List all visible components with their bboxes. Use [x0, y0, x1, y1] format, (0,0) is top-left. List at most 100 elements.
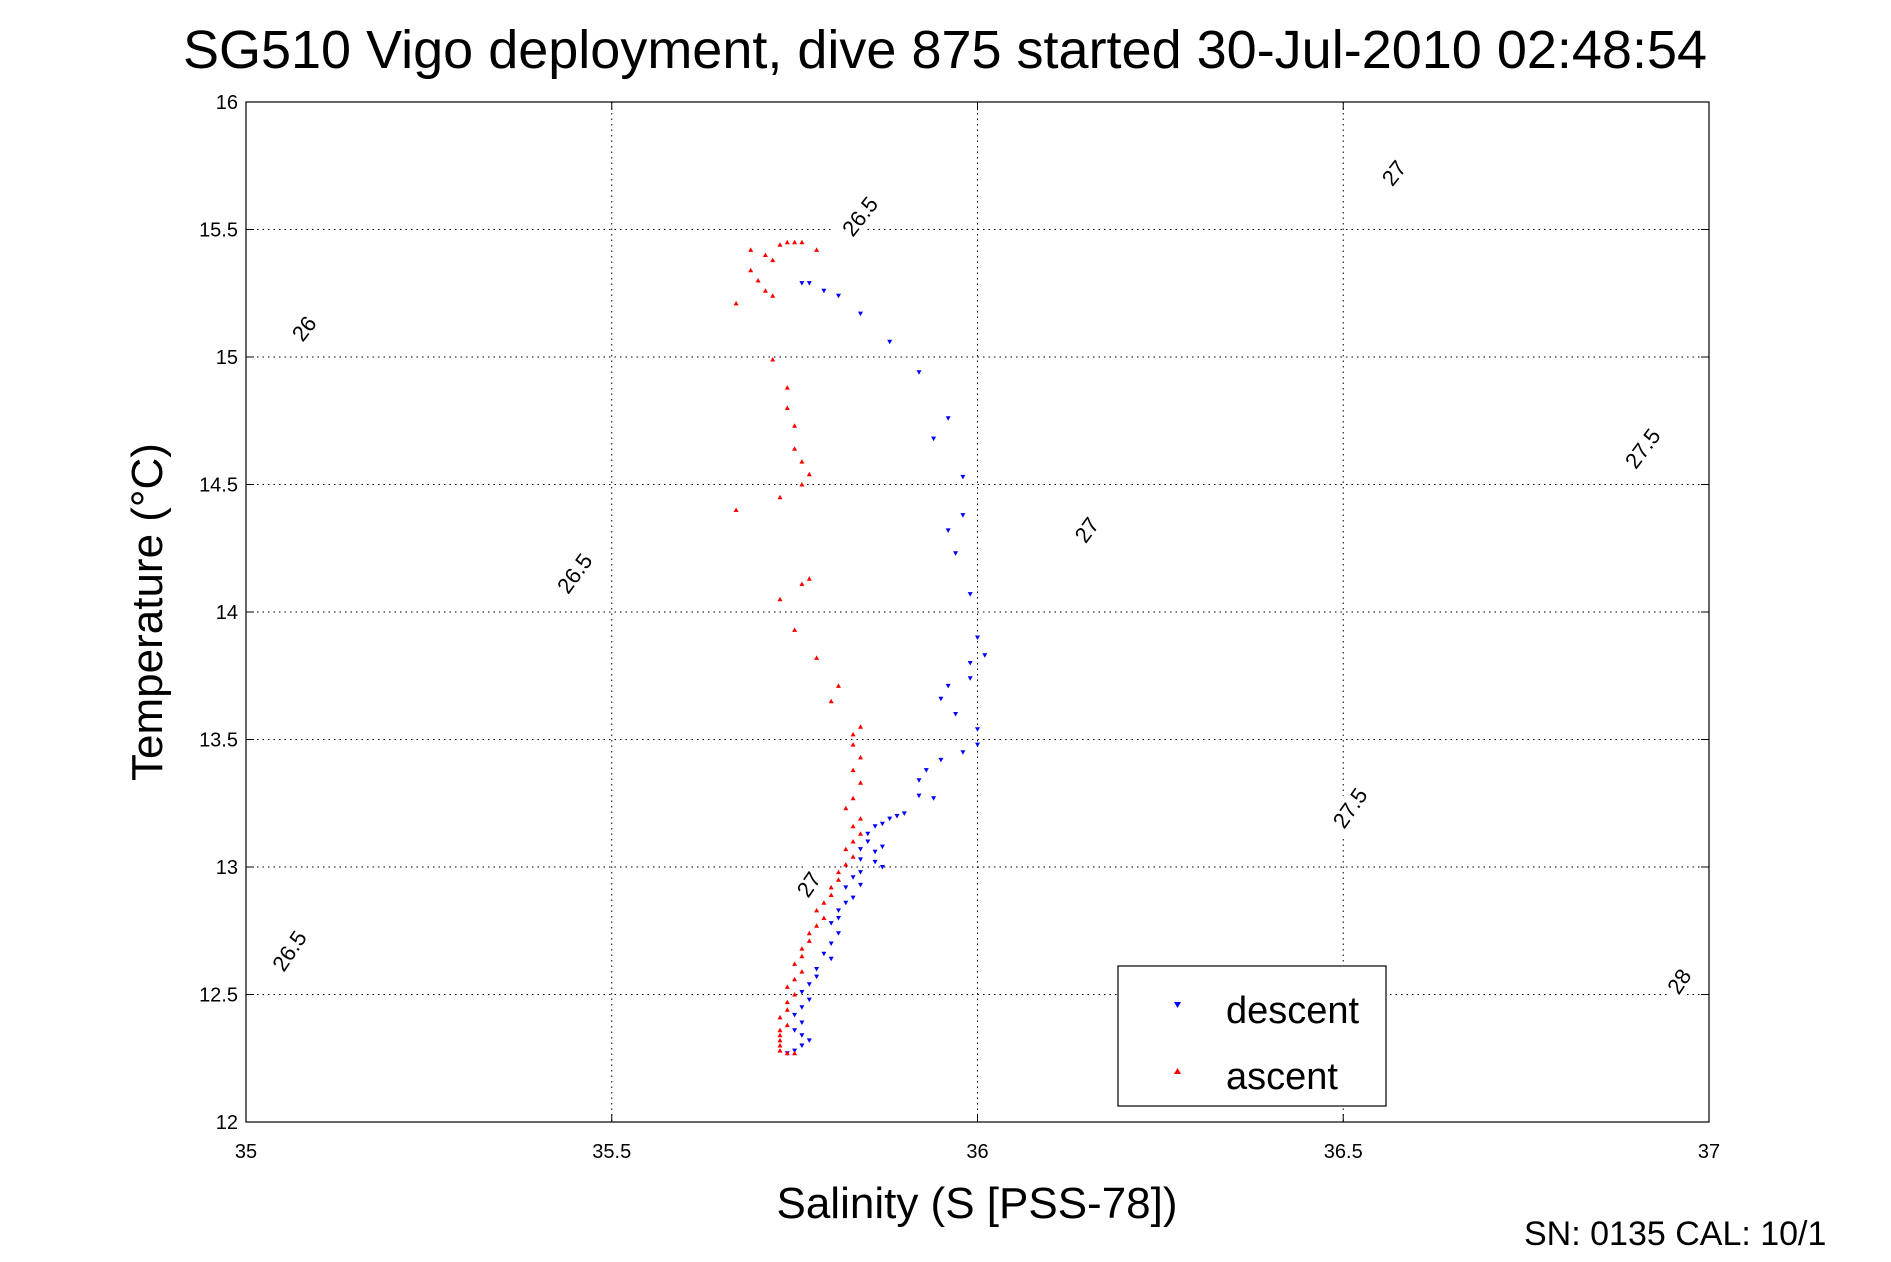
ascent-point: [858, 816, 863, 821]
ascent-point: [814, 923, 820, 928]
ascent-point: [799, 482, 805, 487]
descent-point: [916, 793, 922, 799]
descent-point: [872, 849, 878, 855]
ascent-point: [784, 405, 790, 410]
descent-point: [975, 635, 980, 640]
ascent-point: [799, 953, 805, 959]
ascent-point: [858, 724, 863, 729]
contour-label-background: [548, 543, 601, 603]
ascent-point: [806, 471, 812, 477]
descent-point: [799, 1043, 805, 1048]
descent-point: [799, 1020, 805, 1025]
x-tick-label: 36.5: [1324, 1141, 1363, 1163]
ascent-point: [777, 242, 783, 247]
descent-point: [872, 824, 878, 829]
x-tick-label: 37: [1698, 1141, 1720, 1163]
descent-point: [799, 281, 805, 286]
ascent-point: [836, 869, 841, 875]
descent-point: [836, 931, 841, 936]
descent-point: [960, 513, 966, 518]
axis-ticks: 35 35.5 36 36.5 37 12 12.5 13 13.5 14 14.5 15 15.5 16: [199, 92, 1720, 1163]
ascent-point: [814, 907, 820, 913]
ascent-point: [836, 683, 841, 688]
descent-point: [799, 1033, 805, 1038]
ascent-point: [770, 357, 776, 362]
ascent-point: [784, 1007, 790, 1012]
ascent-point: [777, 1014, 783, 1020]
ascent-point: [850, 795, 856, 801]
ascent-point: [814, 247, 820, 252]
ascent-point: [792, 1050, 798, 1056]
contour-label-background: [263, 920, 315, 981]
descent-point: [828, 941, 834, 946]
x-tick-label: 36: [966, 1141, 988, 1163]
chart-title: SG510 Vigo deployment, dive 875 started …: [183, 20, 1707, 80]
descent-point: [828, 921, 834, 926]
ascent-point: [799, 239, 805, 245]
ascent-point: [792, 627, 798, 632]
descent-point: [931, 796, 937, 801]
ascent-point: [733, 300, 739, 306]
y-axis-label: Temperature (°C): [123, 443, 172, 781]
descent-point: [858, 882, 863, 888]
contour-label-background: [832, 186, 887, 246]
ascent-point: [792, 239, 798, 245]
ascent-point: [836, 877, 841, 882]
descent-point: [938, 696, 944, 702]
ascent-point: [777, 1027, 783, 1033]
descent-point: [814, 967, 820, 972]
ascent-point: [858, 831, 863, 836]
ascent-point: [784, 239, 790, 245]
ascent-point: [850, 823, 856, 829]
ascent-point: [828, 698, 834, 704]
descent-point: [975, 727, 980, 732]
y-tick-label: 13.5: [199, 730, 238, 752]
contour-label-background: [1660, 961, 1698, 1002]
contour-label-background: [1374, 152, 1414, 193]
x-tick-label: 35: [235, 1141, 257, 1163]
y-tick-label: 12: [216, 1112, 238, 1134]
grid: [246, 102, 1709, 1122]
descent-point: [865, 831, 871, 837]
ascent-point: [821, 900, 827, 905]
ascent-point: [799, 581, 805, 586]
ascent-point: [821, 915, 827, 920]
contour-label-background: [284, 308, 324, 349]
descent-point: [799, 990, 805, 995]
descent-point: [960, 474, 966, 480]
ascent-point: [748, 247, 754, 252]
ascent-point: [843, 805, 849, 811]
descent-point: [879, 844, 885, 850]
legend-box: [1117, 965, 1387, 1107]
data-points: [733, 239, 988, 1056]
ascent-point: [850, 854, 856, 859]
descent-point: [858, 870, 863, 875]
legend-ascent-marker: [1174, 1068, 1181, 1074]
ascent-point: [792, 976, 798, 982]
ascent-point: [748, 267, 754, 273]
ascent-point: [858, 780, 863, 785]
y-tick-label: 16: [216, 92, 238, 114]
y-tick-label: 14.5: [199, 475, 238, 497]
ascent-point: [777, 1043, 783, 1048]
ascent-point: [850, 742, 856, 747]
ascent-point: [777, 1048, 783, 1053]
ascent-point: [777, 596, 783, 602]
ascent-point: [828, 884, 834, 890]
y-tick-label: 15.5: [199, 220, 238, 242]
descent-point: [953, 551, 959, 556]
legend-descent-label: descent: [1226, 990, 1360, 1032]
descent-point: [975, 742, 980, 748]
y-tick-label: 14: [216, 602, 238, 624]
descent-point: [967, 592, 973, 597]
descent-point: [799, 1005, 805, 1010]
descent-point: [836, 908, 841, 913]
descent-point: [836, 293, 841, 299]
ascent-point: [762, 288, 768, 293]
descent-point: [931, 436, 937, 442]
ascent-point: [806, 930, 812, 936]
descent-point: [865, 839, 871, 844]
descent-point: [850, 875, 856, 880]
